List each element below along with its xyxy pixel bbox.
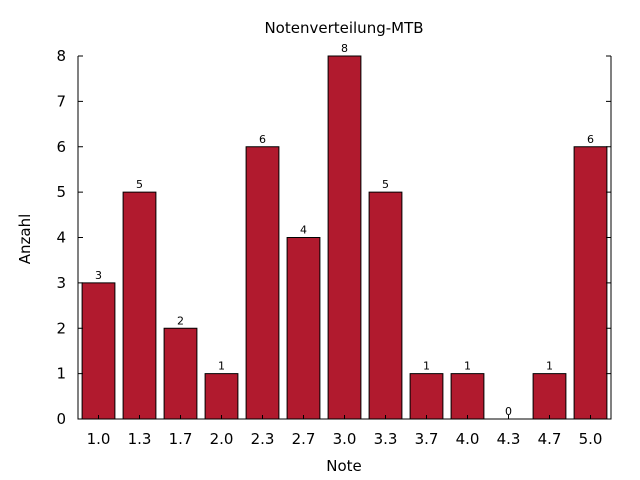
y-tick-label-2: 2	[56, 319, 66, 337]
bar-1.7	[163, 327, 198, 420]
data-label-2.7: 4	[300, 224, 307, 237]
bar-2.0	[204, 373, 239, 420]
y-tick-label-0: 0	[56, 410, 66, 428]
x-tick-label-1.0: 1.0	[87, 430, 111, 448]
x-axis-label: Note	[326, 457, 362, 475]
axes-group: 1.0 1.3 1.7 2.0 2.3 2.7 3.0 3.3 3.7 4.0 4.3 4.7 5.0 0…	[56, 47, 612, 448]
data-label-4.3: 0	[505, 405, 512, 418]
x-tick-label-3.3: 3.3	[374, 430, 398, 448]
bar-2.3	[245, 146, 280, 420]
bar-3.3	[368, 191, 403, 420]
y-tick-label-8: 8	[56, 47, 66, 65]
y-tick-label-7: 7	[56, 92, 66, 110]
data-label-3.7: 1	[423, 360, 430, 373]
y-tick-label-6: 6	[56, 138, 66, 156]
bar-1.0	[81, 282, 116, 420]
y-tick-label-1: 1	[56, 365, 66, 383]
bar-3.0	[327, 55, 362, 420]
bar-1.3	[122, 191, 157, 420]
y-tick-label-3: 3	[56, 274, 66, 292]
data-label-1.7: 2	[177, 314, 184, 327]
y-tick-label-5: 5	[56, 183, 66, 201]
x-tick-label-4.3: 4.3	[497, 430, 521, 448]
x-tick-label-2.7: 2.7	[292, 430, 316, 448]
y-tick-label-4: 4	[56, 229, 66, 247]
bar-2.7	[286, 237, 321, 420]
chart-title: Notenverteilung-MTB	[264, 19, 423, 37]
data-label-4.7: 1	[546, 360, 553, 373]
data-labels-group: 3 5 2 1 6 4 8 5 1 1 0 1 6	[95, 42, 594, 418]
bar-4.0	[450, 373, 485, 420]
bar-3.7	[409, 373, 444, 420]
data-label-3.0: 8	[341, 42, 348, 55]
x-tick-label-3.0: 3.0	[333, 430, 357, 448]
y-axis-label: Anzahl	[16, 214, 34, 265]
x-tick-label-4.0: 4.0	[456, 430, 480, 448]
axis-frame	[77, 56, 612, 420]
data-label-2.3: 6	[259, 133, 266, 146]
x-tick-label-5.0: 5.0	[579, 430, 603, 448]
data-label-3.3: 5	[382, 178, 389, 191]
x-tick-label-1.7: 1.7	[169, 430, 193, 448]
data-label-1.0: 3	[95, 269, 102, 282]
data-label-5.0: 6	[587, 133, 594, 146]
bar-4.7	[532, 373, 567, 420]
bars-group	[81, 55, 608, 420]
x-tick-label-2.0: 2.0	[210, 430, 234, 448]
x-tick-label-1.3: 1.3	[128, 430, 152, 448]
data-label-4.0: 1	[464, 360, 471, 373]
x-tick-label-4.7: 4.7	[538, 430, 562, 448]
data-label-1.3: 5	[136, 178, 143, 191]
bar-5.0	[573, 146, 608, 420]
x-tick-label-2.3: 2.3	[251, 430, 275, 448]
data-label-2.0: 1	[218, 360, 225, 373]
x-tick-label-3.7: 3.7	[415, 430, 439, 448]
